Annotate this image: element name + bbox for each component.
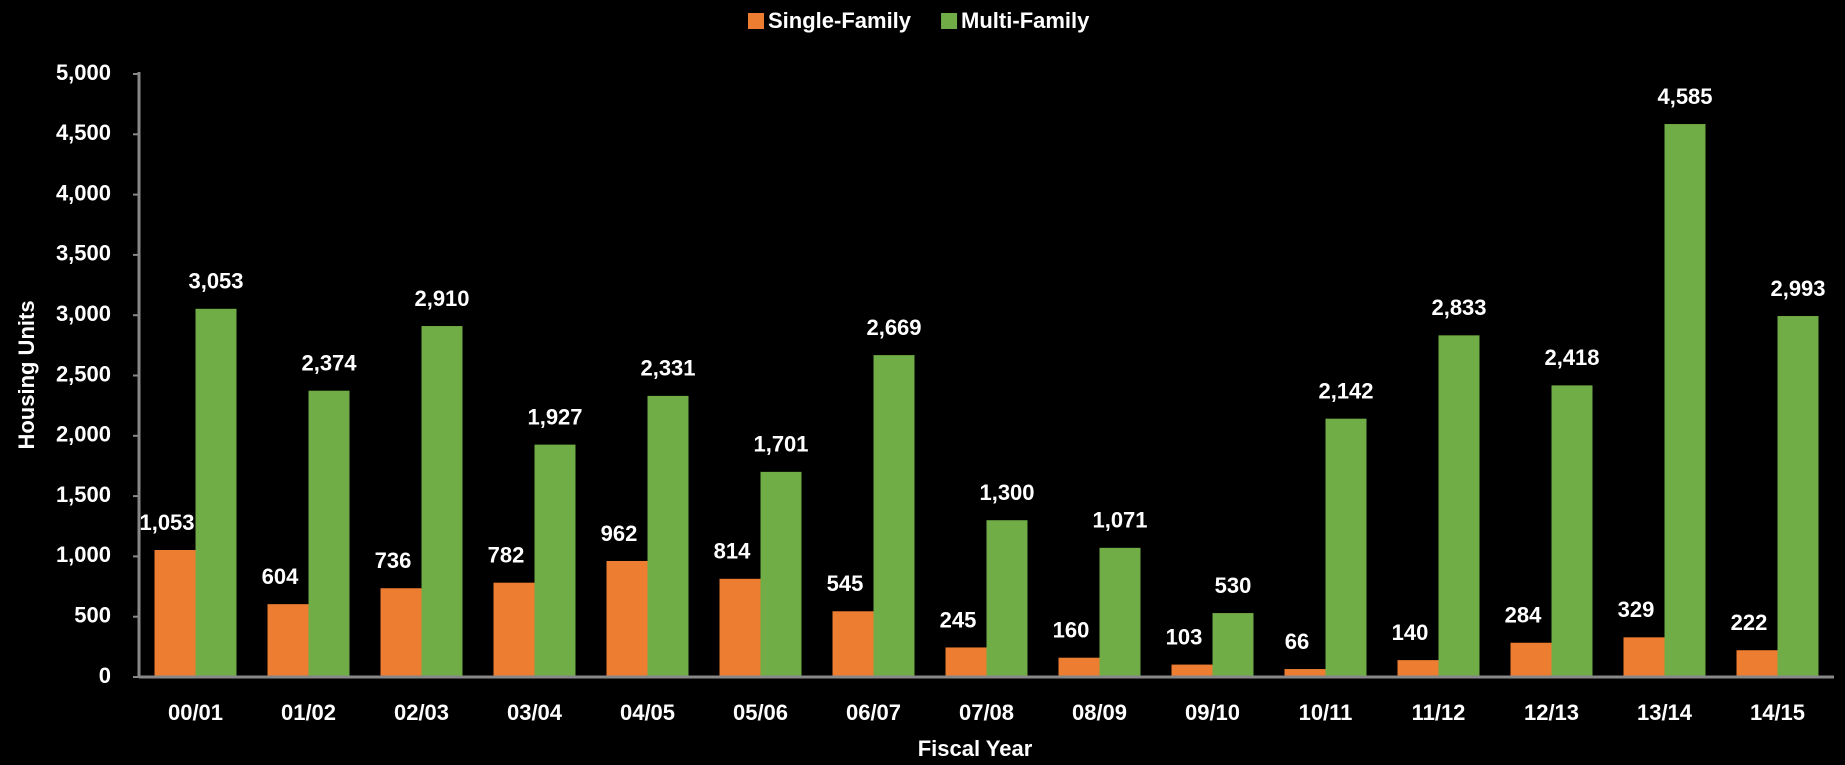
y-tick-label: 3,500	[56, 241, 111, 266]
bar	[1397, 660, 1439, 677]
data-label: 2,910	[414, 286, 469, 311]
x-tick-label: 06/07	[846, 700, 901, 725]
data-label: 1,927	[527, 404, 582, 429]
data-label: 530	[1215, 573, 1252, 598]
data-label: 782	[488, 543, 525, 568]
x-tick-label: 07/08	[959, 700, 1014, 725]
bar	[1171, 664, 1213, 677]
legend-swatch	[748, 13, 764, 29]
bar	[154, 550, 196, 677]
x-tick-label: 05/06	[733, 700, 788, 725]
x-axis-label: Fiscal Year	[918, 736, 1033, 761]
x-tick-label: 03/04	[507, 700, 563, 725]
y-tick-label: 500	[74, 603, 111, 628]
x-tick-label: 02/03	[394, 700, 449, 725]
y-tick-label: 4,000	[56, 180, 111, 205]
data-label: 222	[1731, 610, 1768, 635]
x-tick-label: 13/14	[1637, 700, 1693, 725]
x-tick-label: 01/02	[281, 700, 336, 725]
data-label: 2,374	[301, 351, 357, 376]
data-label: 2,331	[640, 356, 695, 381]
data-label: 140	[1392, 620, 1429, 645]
bar	[1212, 613, 1254, 677]
bar	[719, 578, 761, 677]
bar	[308, 390, 350, 677]
legend-label: Single-Family	[768, 8, 912, 33]
x-tick-label: 08/09	[1072, 700, 1127, 725]
bar	[647, 395, 689, 677]
bar	[986, 520, 1028, 677]
bar	[606, 560, 648, 677]
x-tick-label: 09/10	[1185, 700, 1240, 725]
bar	[832, 611, 874, 677]
bar	[421, 326, 463, 677]
data-label: 1,053	[139, 510, 194, 535]
y-tick-label: 2,000	[56, 422, 111, 447]
data-label: 160	[1053, 618, 1090, 643]
bar	[1736, 650, 1778, 677]
x-tick-label: 10/11	[1299, 700, 1353, 725]
data-label: 103	[1166, 624, 1203, 649]
y-tick-label: 4,500	[56, 120, 111, 145]
bar	[1058, 657, 1100, 677]
x-tick-label: 14/15	[1750, 700, 1805, 725]
legend-label: Multi-Family	[961, 8, 1090, 33]
data-label: 329	[1618, 597, 1655, 622]
data-label: 545	[827, 571, 864, 596]
x-tick-label: 11/12	[1412, 700, 1466, 725]
data-label: 2,669	[866, 315, 921, 340]
legend-swatch	[941, 13, 958, 29]
bar	[1284, 669, 1326, 677]
bar	[380, 588, 422, 677]
bar	[1623, 637, 1665, 677]
y-tick-label: 1,000	[56, 542, 111, 567]
y-tick-label: 5,000	[56, 60, 111, 85]
data-label: 814	[714, 539, 751, 564]
bar	[1438, 335, 1480, 677]
data-label: 2,993	[1770, 276, 1825, 301]
bar	[1664, 124, 1706, 677]
bar	[1551, 385, 1593, 677]
data-label: 1,071	[1092, 508, 1147, 533]
data-label: 604	[262, 564, 299, 589]
y-tick-label: 0	[99, 663, 111, 688]
data-label: 66	[1285, 629, 1309, 654]
bar	[493, 582, 535, 677]
data-label: 2,833	[1431, 295, 1486, 320]
data-label: 736	[375, 548, 412, 573]
bar	[1325, 418, 1367, 677]
bar	[760, 471, 802, 677]
bar	[195, 308, 237, 677]
data-label: 245	[940, 607, 977, 632]
data-label: 2,142	[1318, 378, 1373, 403]
data-label: 2,418	[1544, 345, 1599, 370]
y-tick-label: 2,500	[56, 361, 111, 386]
bar	[1777, 316, 1819, 677]
data-label: 284	[1505, 603, 1542, 628]
y-tick-label: 1,500	[56, 482, 111, 507]
data-label: 1,300	[979, 480, 1034, 505]
x-tick-label: 12/13	[1524, 700, 1579, 725]
bar	[945, 647, 987, 677]
bar	[1099, 547, 1141, 677]
bar	[267, 604, 309, 677]
x-tick-label: 04/05	[620, 700, 675, 725]
x-tick-label: 00/01	[168, 700, 223, 725]
y-tick-label: 3,000	[56, 301, 111, 326]
data-label: 1,701	[753, 432, 808, 457]
y-axis-label: Housing Units	[14, 300, 39, 449]
data-label: 4,585	[1657, 84, 1712, 109]
bar	[534, 444, 576, 677]
data-label: 962	[601, 521, 638, 546]
bar	[1510, 642, 1552, 677]
bar	[873, 355, 915, 677]
data-label: 3,053	[188, 269, 243, 294]
